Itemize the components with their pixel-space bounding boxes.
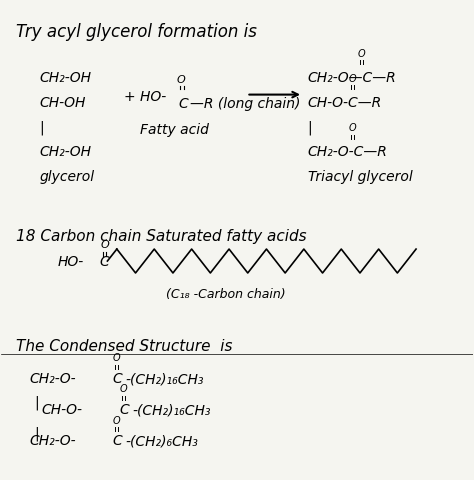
Text: + HO-: + HO- (124, 90, 166, 104)
Text: -(CH₂)₆CH₃: -(CH₂)₆CH₃ (125, 433, 198, 447)
Text: Triacyl glycerol: Triacyl glycerol (308, 170, 412, 184)
Text: 18 Carbon chain Saturated fatty acids: 18 Carbon chain Saturated fatty acids (16, 228, 306, 243)
Text: (C₁₈ -Carbon chain): (C₁₈ -Carbon chain) (166, 288, 286, 300)
Text: C: C (112, 371, 122, 385)
Text: CH₂-O-: CH₂-O- (30, 433, 76, 447)
Text: Fatty acid: Fatty acid (140, 123, 210, 137)
Text: HO-: HO- (58, 254, 84, 268)
Text: CH₂-O-: CH₂-O- (30, 371, 76, 385)
Text: The Condensed Structure  is: The Condensed Structure is (16, 338, 232, 353)
Text: O: O (100, 240, 109, 250)
Text: CH-OH: CH-OH (39, 96, 85, 109)
Text: C: C (119, 402, 129, 416)
Text: O: O (358, 48, 365, 59)
Text: —R (long chain): —R (long chain) (190, 97, 300, 111)
Text: Try acyl glycerol formation is: Try acyl glycerol formation is (16, 23, 256, 41)
Text: CH-O-C—R: CH-O-C—R (308, 96, 382, 109)
Text: O: O (349, 123, 356, 133)
Text: |: | (39, 120, 44, 135)
Text: CH₂-O-C—R: CH₂-O-C—R (308, 145, 388, 159)
Text: O: O (113, 353, 121, 363)
Text: C: C (178, 97, 188, 111)
Text: CH-O-: CH-O- (41, 402, 82, 416)
Text: O: O (349, 73, 356, 84)
Text: |: | (35, 425, 39, 440)
Text: C: C (99, 254, 109, 268)
Text: O: O (176, 75, 185, 85)
Text: O: O (113, 415, 121, 425)
Text: CH₂-OH: CH₂-OH (39, 71, 91, 84)
Text: CH₂-O—C—R: CH₂-O—C—R (308, 71, 396, 84)
Text: -(CH₂)₁₆CH₃: -(CH₂)₁₆CH₃ (125, 371, 204, 385)
Text: CH₂-OH: CH₂-OH (39, 145, 91, 159)
Text: C: C (112, 433, 122, 447)
Text: O: O (120, 384, 128, 394)
Text: glycerol: glycerol (39, 170, 94, 184)
Text: |: | (308, 120, 312, 135)
Text: -(CH₂)₁₆CH₃: -(CH₂)₁₆CH₃ (132, 402, 211, 416)
Text: |: | (35, 395, 39, 409)
